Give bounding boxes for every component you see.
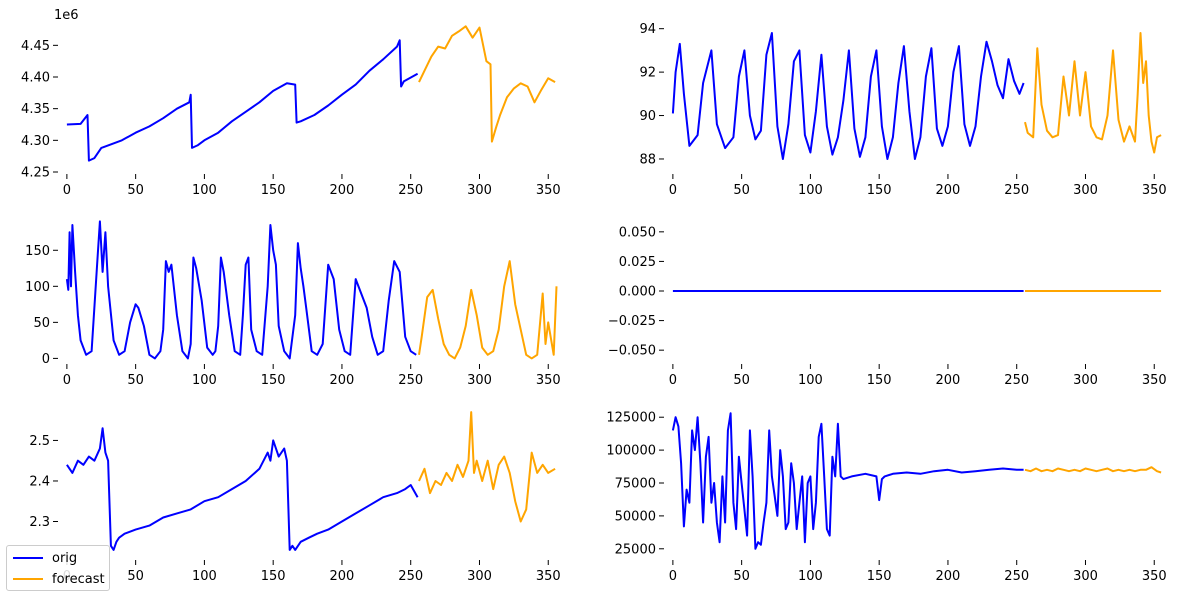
y-tick-label: 0 (42, 352, 50, 367)
y-tick-label: 100000 (606, 444, 656, 459)
x-tick-label: 50 (733, 373, 750, 388)
x-tick-label: 300 (1073, 569, 1098, 584)
series-line-forecast (1024, 466, 1162, 474)
x-tick-label: 200 (936, 569, 961, 584)
x-tick-label: 250 (1004, 373, 1029, 388)
y-tick-label: 50 (33, 316, 50, 331)
x-tick-label: 300 (1073, 373, 1098, 388)
x-tick-label: 50 (127, 373, 144, 388)
series-line-orig (671, 412, 1024, 550)
x-tick-label: 100 (192, 569, 217, 584)
y-tick-label: 75000 (615, 477, 656, 492)
x-tick-label: 0 (669, 373, 677, 388)
x-tick-label: 100 (798, 569, 823, 584)
x-tick-label: 350 (536, 569, 561, 584)
series-line-forecast (418, 25, 556, 143)
y-tick-label: 0.050 (619, 225, 656, 240)
series-line-orig (66, 427, 419, 551)
subplot-3: 0 50 100 150 200 250 300 350 0 50 100 150 (25, 220, 561, 388)
series-line-orig (66, 39, 419, 162)
y-tick-label: 2.4 (29, 474, 50, 489)
x-tick-label: 100 (192, 373, 217, 388)
y-tick-label: 90 (639, 109, 656, 124)
series-line-forecast (418, 260, 558, 360)
subplot-2: 0 50 100 150 200 250 300 350 88 90 92 94 (639, 22, 1166, 198)
legend-swatch-forecast (13, 578, 43, 580)
y-tick-label: 2.5 (29, 434, 50, 449)
series-line-orig (65, 220, 417, 360)
x-tick-label: 200 (330, 183, 355, 198)
x-tick-label: 50 (127, 569, 144, 584)
x-tick-label: 200 (936, 183, 961, 198)
y-tick-label: 0.025 (619, 255, 656, 270)
subplot-4: 0 50 100 150 200 250 300 350 −0.050 −0.025 0.000 0.… (608, 225, 1167, 388)
legend-swatch-orig (13, 557, 43, 559)
x-tick-label: 250 (1004, 569, 1029, 584)
legend-label-orig: orig (52, 550, 78, 566)
x-tick-label: 200 (330, 569, 355, 584)
x-tick-label: 50 (733, 183, 750, 198)
x-tick-label: 300 (467, 373, 492, 388)
x-tick-label: 250 (1004, 183, 1029, 198)
x-tick-label: 150 (867, 183, 892, 198)
subplot-1: 0 50 100 150 200 250 300 350 4.25 4.30 4.35 4.40 4.4… (21, 8, 561, 198)
y-tick-label: 0.000 (619, 285, 656, 300)
legend-item-forecast: forecast (13, 570, 105, 588)
y-tick-label: 25000 (615, 542, 656, 557)
x-tick-label: 250 (398, 373, 423, 388)
x-tick-label: 350 (536, 373, 561, 388)
y-tick-label: 4.45 (21, 39, 50, 54)
x-tick-label: 300 (1073, 183, 1098, 198)
x-tick-label: 300 (467, 183, 492, 198)
y-tick-label: 4.35 (21, 102, 50, 117)
x-tick-label: 200 (330, 373, 355, 388)
y-tick-label: 4.40 (21, 71, 50, 86)
x-tick-label: 300 (467, 569, 492, 584)
x-tick-label: 150 (261, 569, 286, 584)
x-tick-label: 350 (1142, 373, 1167, 388)
series-line-orig (671, 32, 1025, 160)
series-line-forecast (418, 411, 556, 523)
legend-label-forecast: forecast (52, 571, 105, 587)
y-offset-label: 1e6 (54, 8, 79, 23)
y-tick-label: 88 (639, 152, 656, 167)
x-tick-label: 350 (1142, 183, 1167, 198)
x-tick-label: 150 (261, 183, 286, 198)
y-tick-label: 4.25 (21, 166, 50, 181)
x-tick-label: 100 (798, 183, 823, 198)
y-tick-label: −0.025 (608, 314, 656, 329)
legend: orig forecast (6, 545, 110, 591)
subplot-6: 0 50 100 150 200 250 300 350 25000 50000 75000 1000… (606, 411, 1166, 584)
y-tick-label: −0.050 (608, 344, 656, 359)
x-tick-label: 250 (398, 183, 423, 198)
y-tick-label: 150 (25, 244, 50, 259)
x-tick-label: 0 (63, 373, 71, 388)
x-tick-label: 0 (669, 569, 677, 584)
x-tick-label: 150 (867, 569, 892, 584)
x-tick-label: 0 (63, 183, 71, 198)
x-tick-label: 150 (867, 373, 892, 388)
x-tick-label: 150 (261, 373, 286, 388)
x-tick-label: 100 (798, 373, 823, 388)
x-tick-label: 350 (536, 183, 561, 198)
x-tick-label: 100 (192, 183, 217, 198)
series-line-forecast (1024, 32, 1162, 154)
legend-item-orig: orig (13, 549, 77, 567)
y-tick-label: 4.30 (21, 134, 50, 149)
y-tick-label: 2.3 (29, 515, 50, 530)
y-tick-label: 100 (25, 280, 50, 295)
x-tick-label: 0 (669, 183, 677, 198)
y-tick-label: 94 (639, 22, 656, 37)
x-tick-label: 50 (733, 569, 750, 584)
y-tick-label: 125000 (606, 411, 656, 426)
y-tick-label: 92 (639, 66, 656, 81)
x-tick-label: 250 (398, 569, 423, 584)
x-tick-label: 200 (936, 373, 961, 388)
x-tick-label: 50 (127, 183, 144, 198)
x-tick-label: 350 (1142, 569, 1167, 584)
y-tick-label: 50000 (615, 509, 656, 524)
